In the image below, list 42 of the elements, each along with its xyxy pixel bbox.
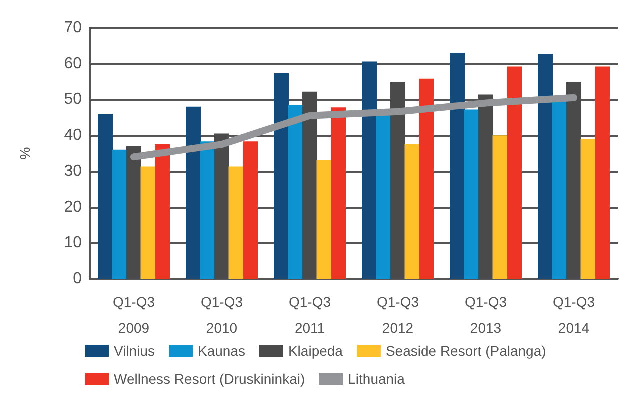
legend-label: Seaside Resort (Palanga) (386, 343, 546, 359)
bar (316, 160, 332, 279)
bar (140, 166, 156, 279)
bar (450, 53, 465, 279)
x-tick-label: Q1-Q3 2014 (552, 294, 596, 336)
legend-label: Klaipeda (288, 343, 344, 359)
bar (404, 144, 420, 279)
legend-label: Kaunas (198, 343, 246, 359)
legend-label: Wellness Resort (Druskininkai) (114, 371, 306, 387)
bar (186, 106, 201, 279)
bar (552, 100, 568, 279)
bar (155, 144, 170, 279)
y-tick-label: 50 (64, 91, 82, 108)
y-tick-label: 10 (64, 234, 82, 252)
bar (464, 110, 480, 279)
bar (595, 66, 610, 279)
y-axis-title: % (17, 147, 33, 160)
bar (538, 54, 553, 279)
legend-label: Vilnius (114, 343, 155, 359)
bar (362, 62, 377, 279)
y-tick-label: 30 (64, 162, 82, 180)
y-tick-label: 20 (64, 198, 82, 216)
bar (580, 139, 596, 279)
x-tick-label: Q1-Q3 2010 (200, 294, 244, 336)
x-tick-label: Q1-Q3 2009 (112, 294, 156, 336)
legend-label: Lithuania (348, 371, 406, 387)
y-tick-label: 70 (64, 20, 82, 36)
y-tick-label: 60 (64, 55, 82, 72)
bar (492, 136, 508, 279)
bar (274, 74, 289, 279)
bar (331, 108, 346, 279)
bar (419, 78, 434, 279)
x-tick-label: Q1-Q3 2012 (376, 294, 420, 336)
x-tick-label: Q1-Q3 2013 (464, 294, 508, 336)
x-tick-label: Q1-Q3 2011 (288, 294, 332, 336)
bar (507, 66, 522, 279)
y-tick-label: 40 (64, 127, 82, 144)
bar (243, 142, 258, 279)
bar (112, 150, 128, 279)
y-tick-label: 0 (73, 270, 82, 288)
bar (228, 166, 244, 279)
bar (98, 114, 113, 279)
